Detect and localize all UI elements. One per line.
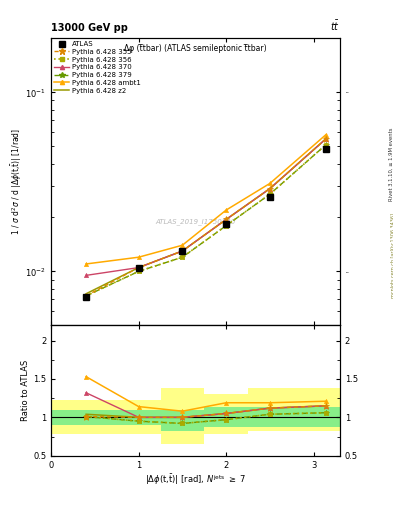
Y-axis label: 1 / $\sigma$ d$^2\sigma$ / d |$\Delta\phi$(t,$\bar{\rm t}$)| [1/rad]: 1 / $\sigma$ d$^2\sigma$ / d |$\Delta\ph…	[9, 129, 24, 236]
Bar	[160, 410, 204, 431]
Bar	[248, 408, 292, 426]
X-axis label: |$\Delta\phi$(t,$\bar{\rm t}$)| [rad], $N^{\rm jets}$ $\geq$ 7: |$\Delta\phi$(t,$\bar{\rm t}$)| [rad], $…	[145, 472, 246, 487]
Text: ATLAS_2019_I1750330: ATLAS_2019_I1750330	[155, 219, 236, 225]
Bar	[292, 388, 340, 431]
Text: Δφ (t̅tbar) (ATLAS semileptonic t̅tbar): Δφ (t̅tbar) (ATLAS semileptonic t̅tbar)	[124, 44, 267, 53]
Legend: ATLAS, Pythia 6.428 355, Pythia 6.428 356, Pythia 6.428 370, Pythia 6.428 379, P: ATLAS, Pythia 6.428 355, Pythia 6.428 35…	[53, 40, 142, 95]
Text: mcplots.cern.ch [arXiv:1306.3436]: mcplots.cern.ch [arXiv:1306.3436]	[391, 214, 393, 298]
Bar	[204, 394, 248, 434]
Bar	[112, 410, 160, 425]
Bar	[112, 400, 160, 434]
Bar	[204, 408, 248, 426]
Text: $t\bar{t}$: $t\bar{t}$	[330, 19, 340, 33]
Text: 13000 GeV pp: 13000 GeV pp	[51, 23, 128, 33]
Bar	[160, 388, 204, 444]
Bar	[248, 388, 292, 431]
Bar	[51, 410, 112, 425]
Bar	[292, 408, 340, 426]
Bar	[51, 400, 112, 434]
Text: Rivet 3.1.10, ≥ 1.9M events: Rivet 3.1.10, ≥ 1.9M events	[389, 127, 393, 201]
Y-axis label: Ratio to ATLAS: Ratio to ATLAS	[21, 360, 30, 421]
